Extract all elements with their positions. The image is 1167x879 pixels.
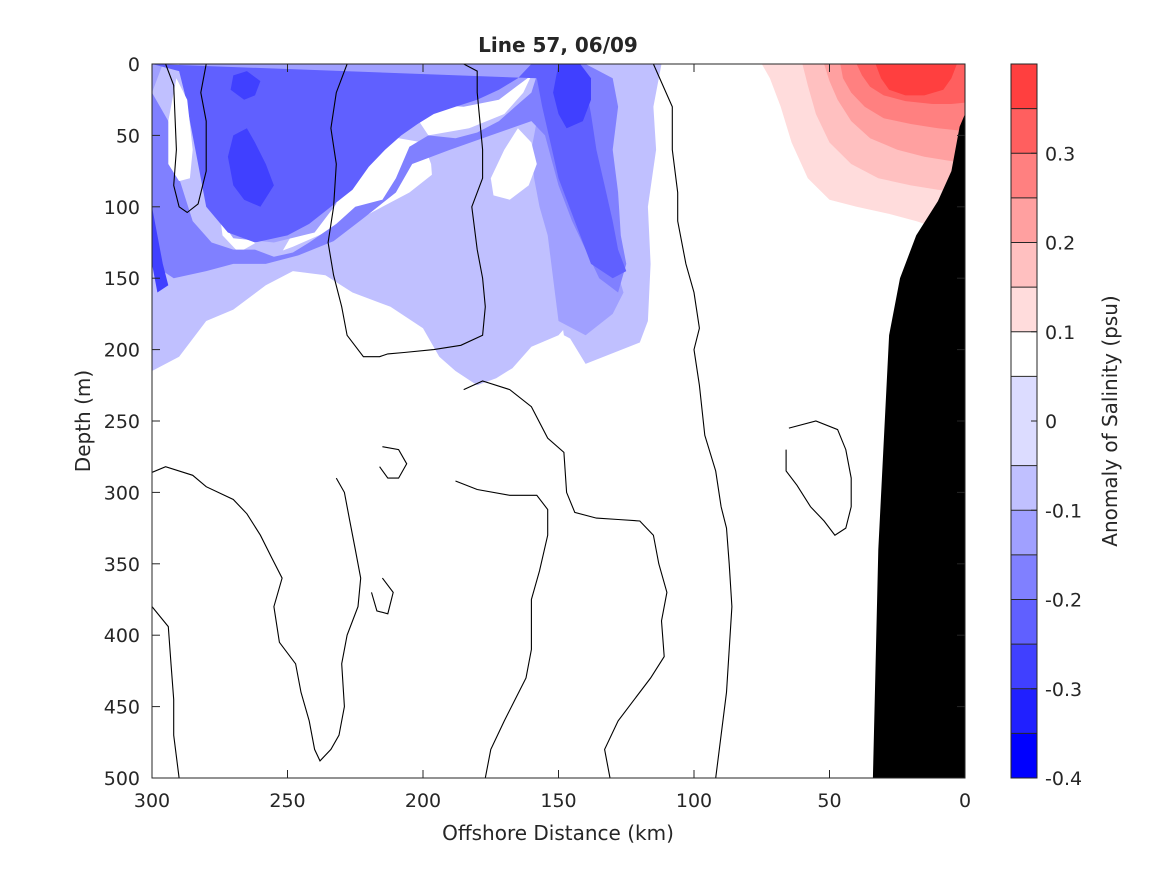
colorbar-segment-1 [1011,688,1037,734]
contour-region-6 [152,206,169,293]
y-tick-label-5: 250 [104,411,140,433]
colorbar-segments [1011,64,1037,779]
x-tick-label-3: 150 [540,790,576,812]
contour-region-7 [227,128,274,207]
y-tick-label-8: 400 [104,625,140,647]
x-tick-label-5: 50 [817,790,841,812]
land-mask-layer [872,114,965,778]
colorbar-segment-2 [1011,644,1037,690]
x-tick-label-2: 200 [405,790,441,812]
colorbar-segment-13 [1011,108,1037,154]
colorbar-segment-12 [1011,153,1037,199]
contour-region-8 [230,71,261,100]
colorbar-segment-0 [1011,733,1037,779]
seafloor-mask [872,114,965,778]
contour-region-5 [553,64,591,129]
colorbar-segment-14 [1011,64,1037,110]
colorbar-segment-9 [1011,287,1037,333]
colorbar-tick-label-4: -0.1 [1045,500,1082,522]
colorbar-tick-label-1: 0.2 [1045,233,1075,255]
contour-region-11 [152,509,188,586]
contour-fill-layer [152,64,965,586]
contour-region-18 [875,64,957,96]
colorbar-label: Anomaly of Salinity (psu) [1098,295,1122,546]
y-tick-label-7: 350 [104,554,140,576]
zero-contour-1 [152,466,362,762]
zero-contour-6 [463,380,668,778]
y-tick-label-0: 0 [128,54,140,76]
colorbar-segment-8 [1011,331,1037,377]
zero-contour-layer [152,64,852,778]
colorbar-tick-label-7: -0.4 [1045,768,1082,790]
colorbar-tick-label-5: -0.2 [1045,590,1082,612]
y-tick-label-2: 100 [104,197,140,219]
x-tick-label-1: 250 [269,790,305,812]
y-axis-label: Depth (m) [71,370,95,472]
contour-region-4 [152,64,627,279]
zero-contour-4 [370,577,394,615]
y-tick-label-4: 200 [104,340,140,362]
zero-contour-7 [455,480,549,778]
contour-region-3 [152,64,627,293]
x-axis-label: Offshore Distance (km) [442,821,674,845]
colorbar-segment-6 [1011,465,1037,511]
colorbar-ticks: 0.3 0.2 0.1 0 -0.1 -0.2 -0.3 -0.4 [1031,143,1082,790]
colorbar-tick-label-6: -0.3 [1045,679,1082,701]
y-tick-label-10: 500 [104,768,140,790]
colorbar-tick-label-3: 0 [1045,411,1057,433]
x-axis: 300 250 200 150 100 50 0 [134,64,971,812]
y-axis: 0 50 100 150 200 250 300 350 400 450 500 [104,54,965,790]
zero-contour-0 [165,64,207,214]
zero-contour-8 [652,64,733,778]
y-tick-label-1: 50 [116,125,140,147]
colorbar-segment-10 [1011,242,1037,288]
plot-area [152,64,965,778]
colorbar-segment-4 [1011,554,1037,600]
y-tick-label-6: 300 [104,482,140,504]
zero-contour-3 [379,446,408,479]
colorbar-segment-5 [1011,510,1037,556]
zero-contour-9 [785,420,852,536]
y-tick-label-9: 450 [104,697,140,719]
colorbar-segment-11 [1011,197,1037,243]
zero-contour-5 [327,64,486,358]
colorbar-segment-3 [1011,599,1037,645]
x-tick-label-6: 0 [959,790,971,812]
contour-region-1 [152,142,586,386]
y-tick-label-3: 150 [104,268,140,290]
colorbar-tick-label-2: 0.1 [1045,322,1075,344]
colorbar: 0.3 0.2 0.1 0 -0.1 -0.2 -0.3 -0.4 Anomaly of Sa… [1010,63,1122,790]
x-tick-label-4: 100 [676,790,712,812]
x-tick-label-0: 300 [134,790,170,812]
chart-title: Line 57, 06/09 [478,33,638,57]
contour-region-10 [490,128,537,200]
colorbar-tick-label-0: 0.3 [1045,143,1075,165]
zero-contour-2 [152,606,180,778]
